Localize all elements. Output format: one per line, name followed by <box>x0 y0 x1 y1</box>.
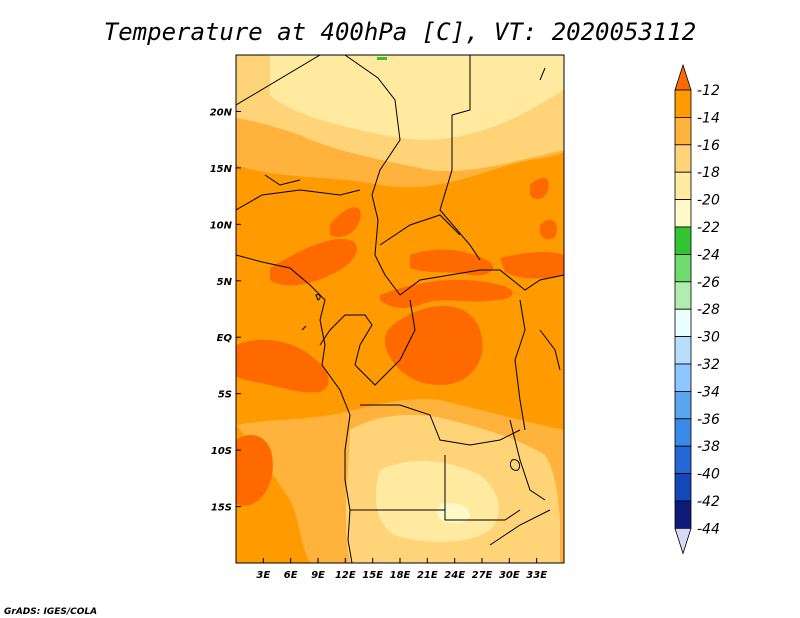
colorbar-label: -32 <box>697 357 720 373</box>
lon-tick-label: 27E <box>472 570 493 581</box>
colorbar-label: -40 <box>697 467 720 483</box>
colorbar-swatch <box>674 226 692 255</box>
colorbar-arrow-top <box>674 63 692 91</box>
colorbar-label: -34 <box>697 384 720 400</box>
colorbar-label: -28 <box>697 302 720 318</box>
colorbar-label: -16 <box>697 138 720 154</box>
colorbar-label: -20 <box>697 193 720 209</box>
colorbar-label: -26 <box>697 275 720 291</box>
colorbar-swatch <box>674 363 692 392</box>
colorbar-swatch <box>674 253 692 283</box>
longitude-axis: 3E 6E 9E 12E 15E 18E 21E 24E 27E 30E 33E <box>256 558 547 581</box>
lat-tick-label: 20N <box>210 107 233 118</box>
lat-tick-label: EQ <box>217 333 233 344</box>
colorbar-swatch <box>674 117 692 146</box>
lat-tick-label: 10S <box>211 446 232 457</box>
lat-tick-label: 5S <box>218 390 232 401</box>
colorbar-swatch <box>674 500 692 529</box>
colorbar-label: -38 <box>697 439 720 455</box>
map-title: Temperature at 400hPa [C], VT: 202005311… <box>104 18 696 46</box>
lon-tick-label: 12E <box>335 570 356 581</box>
colorbar-label: -24 <box>697 247 720 263</box>
colorbar-swatch <box>674 308 692 338</box>
lon-tick-label: 6E <box>284 570 298 581</box>
colorbar-arrow-bottom <box>674 528 692 555</box>
lon-tick-label: 33E <box>526 570 547 581</box>
colorbar-label: -12 <box>697 83 720 99</box>
lat-tick-label: 15S <box>211 503 232 514</box>
lon-tick-label: 9E <box>311 570 325 581</box>
temperature-field <box>236 55 564 563</box>
colorbar-swatch <box>674 171 692 200</box>
lon-tick-label: 15E <box>362 570 383 581</box>
lon-tick-label: 24E <box>444 570 465 581</box>
colorbar-swatch <box>674 473 692 502</box>
colorbar-swatch <box>674 336 692 365</box>
lon-tick-label: 18E <box>390 570 411 581</box>
colorbar-swatch <box>674 445 692 475</box>
grads-credit: GrADS: IGES/COLA <box>4 607 97 617</box>
lon-tick-label: 21E <box>417 570 438 581</box>
colorbar-label: -42 <box>697 494 720 510</box>
colorbar-swatch <box>674 89 692 118</box>
latitude-axis: 20N 15N 10N 5N EQ 5S 10S 15S <box>210 107 241 514</box>
lat-tick-label: 15N <box>210 164 233 175</box>
lat-tick-label: 5N <box>217 277 233 288</box>
colorbar-label: -44 <box>697 521 720 537</box>
cold-speck <box>377 57 387 60</box>
colorbar-swatch <box>674 199 692 228</box>
colorbar: -12 -14 -16 -18 -20 -22 -24 -26 -28 -30 -32 -34 -36 -… <box>674 63 720 555</box>
colorbar-label: -30 <box>697 330 720 346</box>
lon-tick-label: 3E <box>256 570 270 581</box>
colorbar-swatch <box>674 390 692 420</box>
colorbar-label: -22 <box>697 220 720 236</box>
colorbar-swatch <box>674 281 692 310</box>
colorbar-label: -14 <box>697 110 720 126</box>
country-borders <box>236 55 564 563</box>
colorbar-label: -36 <box>697 412 720 428</box>
colorbar-swatch <box>674 418 692 447</box>
lat-tick-label: 10N <box>210 220 233 231</box>
colorbar-swatch <box>674 144 692 173</box>
colorbar-label: -18 <box>697 165 720 181</box>
lon-tick-label: 30E <box>499 570 520 581</box>
